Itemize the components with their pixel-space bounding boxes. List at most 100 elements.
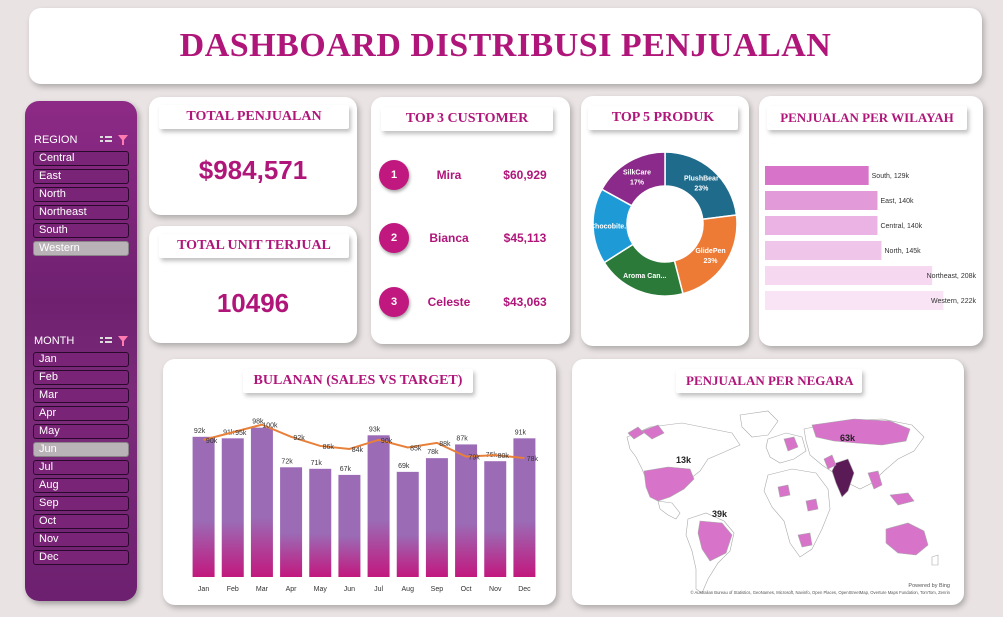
top-products-card: TOP 5 PRODUK PlushBear 23% GlidePen 23% Arom… bbox=[581, 96, 749, 346]
sales-bar-label: 92k bbox=[194, 428, 206, 435]
region-sales-card: PENJUALAN PER WILAYAH South, 129k East, 1… bbox=[759, 96, 983, 346]
sales-bar[interactable] bbox=[367, 435, 390, 577]
top-customers-label: TOP 3 CUSTOMER bbox=[381, 107, 553, 131]
region-slicer-item[interactable]: East bbox=[33, 169, 129, 184]
total-units-card: TOTAL UNIT TERJUAL 10496 bbox=[149, 226, 357, 343]
rank-badge: 2 bbox=[379, 223, 409, 253]
australia-region[interactable] bbox=[885, 522, 929, 556]
month-slicer-item[interactable]: Feb bbox=[33, 370, 129, 385]
target-line-label: 88k bbox=[439, 441, 451, 448]
multi-select-icon[interactable] bbox=[100, 135, 112, 145]
slice-value-label: 23% bbox=[703, 258, 718, 265]
month-tick-label: May bbox=[314, 586, 328, 593]
india-region[interactable] bbox=[831, 458, 855, 498]
region-slicer-item[interactable]: South bbox=[33, 223, 129, 238]
target-line-label: 95k bbox=[235, 430, 247, 437]
region-bar-label: North, 145k bbox=[885, 248, 922, 255]
customer-row: 1 Mira $60,929 bbox=[371, 160, 570, 190]
total-units-value: 10496 bbox=[216, 288, 290, 318]
month-slicer-item[interactable]: Jul bbox=[33, 460, 129, 475]
total-sales-card: TOTAL PENJUALAN $984,571 bbox=[149, 97, 357, 215]
clear-filter-icon[interactable] bbox=[118, 336, 128, 346]
sales-bar[interactable] bbox=[192, 436, 215, 577]
month-slicer-item[interactable]: May bbox=[33, 424, 129, 439]
month-tick-label: Aug bbox=[402, 586, 415, 593]
sales-bar-label: 98k bbox=[252, 419, 264, 426]
month-slicer-item[interactable]: Dec bbox=[33, 550, 129, 565]
region-bar[interactable] bbox=[765, 166, 869, 185]
month-slicer-item[interactable]: Jan bbox=[33, 352, 129, 367]
dashboard-title: DASHBOARD DISTRIBUSI PENJUALAN bbox=[179, 27, 832, 64]
sales-bar[interactable] bbox=[250, 427, 273, 577]
target-line-label: 92k bbox=[293, 435, 305, 442]
region-bar-label: East, 140k bbox=[880, 198, 914, 205]
slice-name-label: PlushBear bbox=[684, 176, 719, 183]
region-slicer-item[interactable]: Northeast bbox=[33, 205, 129, 220]
month-slicer-item[interactable]: Mar bbox=[33, 388, 129, 403]
target-line-label: 84k bbox=[352, 447, 364, 454]
map-label-usa: 13k bbox=[676, 455, 692, 465]
sales-bar[interactable] bbox=[396, 471, 419, 577]
region-sales-chart: South, 129k East, 140k Central, 140k North,… bbox=[765, 166, 977, 310]
region-bar[interactable] bbox=[765, 291, 944, 310]
slice-name-label: SilkCare bbox=[623, 170, 651, 177]
sales-bar[interactable] bbox=[338, 474, 361, 577]
month-slicer-item[interactable]: Jun bbox=[33, 442, 129, 457]
month-tick-label: Apr bbox=[286, 586, 298, 593]
customer-amount: $45,113 bbox=[503, 231, 547, 245]
sales-bar-label: 87k bbox=[456, 435, 468, 442]
multi-select-icon[interactable] bbox=[100, 336, 112, 346]
slice-name-label: Aroma Can... bbox=[623, 273, 666, 280]
region-bar-label: Northeast, 208k bbox=[927, 273, 977, 280]
month-tick-label: Jun bbox=[344, 586, 355, 593]
monthly-chart-card: BULANAN (SALES VS TARGET) 92k Jan 91k Feb 98… bbox=[163, 359, 556, 605]
region-slicer-header: REGION bbox=[32, 132, 132, 148]
sales-bar-label: 78k bbox=[427, 449, 439, 456]
customer-row: 2 Bianca $45,113 bbox=[371, 223, 570, 253]
donut-slice[interactable] bbox=[600, 151, 666, 207]
region-slicer-item[interactable]: Central bbox=[33, 151, 129, 166]
region-bar[interactable] bbox=[765, 266, 933, 285]
region-slicer-item[interactable]: Western bbox=[33, 241, 129, 256]
region-bar[interactable] bbox=[765, 241, 882, 260]
customer-amount: $60,929 bbox=[503, 168, 547, 182]
month-slicer-title: MONTH bbox=[34, 335, 75, 347]
sales-bar[interactable] bbox=[455, 444, 478, 577]
clear-filter-icon[interactable] bbox=[118, 135, 128, 145]
country-map-label: PENJUALAN PER NEGARA bbox=[676, 369, 862, 393]
month-slicer-item[interactable]: Oct bbox=[33, 514, 129, 529]
title-bar: DASHBOARD DISTRIBUSI PENJUALAN bbox=[29, 8, 982, 84]
map-credits: © Australian Bureau of Statistics, GeoNa… bbox=[691, 590, 951, 595]
sales-bar[interactable] bbox=[425, 458, 448, 577]
total-units-label: TOTAL UNIT TERJUAL bbox=[159, 234, 349, 258]
region-bar[interactable] bbox=[765, 191, 878, 210]
top-customers-card: TOP 3 CUSTOMER 1 Mira $60,929 2 Bianca $45,11… bbox=[371, 97, 570, 344]
target-line bbox=[203, 423, 525, 460]
customer-name: Mira bbox=[436, 168, 462, 182]
russia-region[interactable] bbox=[811, 418, 911, 446]
brazil-region[interactable] bbox=[697, 520, 733, 562]
sales-bar[interactable] bbox=[221, 438, 244, 577]
usa-region[interactable] bbox=[643, 466, 695, 502]
month-slicer-item[interactable]: Nov bbox=[33, 532, 129, 547]
sales-bar[interactable] bbox=[280, 467, 303, 577]
region-bar[interactable] bbox=[765, 216, 878, 235]
sales-bar[interactable] bbox=[309, 468, 332, 577]
slice-value-label: 17% bbox=[630, 180, 645, 187]
month-tick-label: Feb bbox=[227, 586, 239, 593]
target-line-label: 90k bbox=[381, 438, 393, 445]
sales-bar[interactable] bbox=[513, 438, 536, 577]
country-map-card: PENJUALAN PER NEGARA 13k 39k 63k Pow bbox=[572, 359, 964, 605]
month-tick-label: Oct bbox=[461, 586, 472, 593]
month-slicer-item[interactable]: Aug bbox=[33, 478, 129, 493]
month-slicer-item[interactable]: Apr bbox=[33, 406, 129, 421]
target-line-label: 86k bbox=[323, 444, 335, 451]
top-products-donut: PlushBear 23% GlidePen 23% Aroma Can... Choco… bbox=[590, 151, 738, 297]
month-slicer-item[interactable]: Sep bbox=[33, 496, 129, 511]
region-slicer-item[interactable]: North bbox=[33, 187, 129, 202]
total-sales-label: TOTAL PENJUALAN bbox=[159, 105, 349, 129]
sales-bar[interactable] bbox=[484, 461, 507, 577]
slice-name-label: Chocobite... bbox=[590, 224, 630, 231]
target-line-label: 80k bbox=[498, 453, 510, 460]
target-line-label: 78k bbox=[527, 456, 539, 463]
